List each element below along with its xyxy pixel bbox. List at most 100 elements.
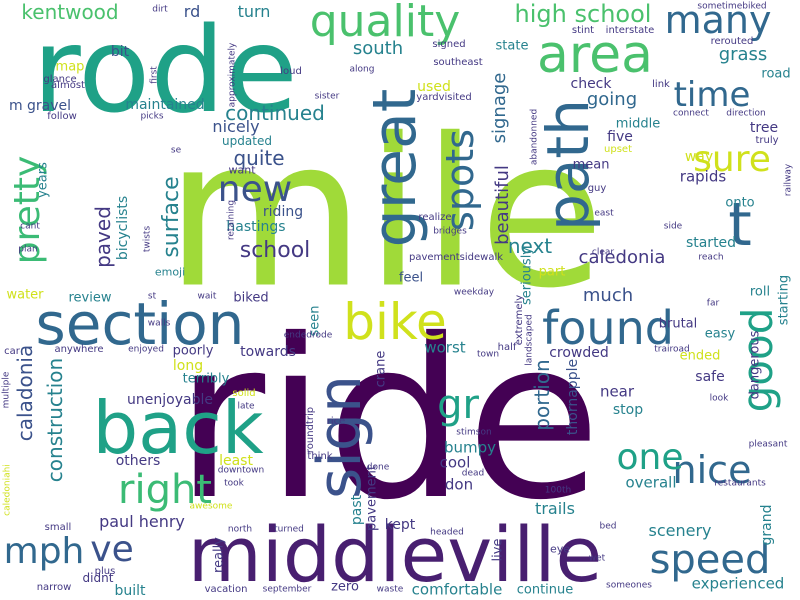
word-sister: sister xyxy=(314,91,340,102)
word-narrow: narrow xyxy=(36,582,72,593)
word-ended: ended xyxy=(679,348,721,364)
word-feel: feel xyxy=(398,270,424,286)
word-eye: eye xyxy=(549,542,571,556)
word-ve: ve xyxy=(90,529,134,570)
word-sure: sure xyxy=(693,139,771,180)
word-bike: bike xyxy=(343,293,447,351)
word-rerouted: rerouted xyxy=(710,36,754,47)
word-state: state xyxy=(495,38,529,54)
word-abandonned: abandonned xyxy=(529,108,540,166)
word-kept: kept xyxy=(384,517,416,533)
word-look: look xyxy=(709,393,729,404)
word-onto: onto xyxy=(725,195,755,211)
word-five: five xyxy=(607,129,633,145)
word-picks: picks xyxy=(140,111,164,122)
word-rice: rice xyxy=(326,416,346,427)
word-overall: overall xyxy=(625,473,677,492)
word-someones: someones xyxy=(606,580,652,591)
word-nice: nice xyxy=(672,448,752,492)
word-approximately: approximately xyxy=(227,42,238,108)
word-built: built xyxy=(114,583,146,599)
word-poorly: poorly xyxy=(172,343,214,359)
word-nicely: nicely xyxy=(212,117,260,136)
word-long: long xyxy=(172,358,204,374)
word-past: past xyxy=(349,494,365,526)
word-direction: direction xyxy=(726,108,766,119)
word-want: want xyxy=(228,163,256,177)
word-plus: plus xyxy=(94,566,116,577)
word-walls: walls xyxy=(147,318,171,329)
word-t: t xyxy=(728,190,752,260)
word-bumpy: bumpy xyxy=(443,438,497,457)
word-railway: railway xyxy=(783,163,794,197)
word-almost: almost xyxy=(51,80,85,91)
word-time: time xyxy=(673,75,751,115)
word-side: side xyxy=(663,221,683,232)
word-updated: updated xyxy=(222,134,272,148)
word-going: going xyxy=(586,89,638,110)
word-don: don xyxy=(444,475,474,494)
word-high-school: high school xyxy=(514,0,652,28)
word-crowded: crowded xyxy=(549,345,609,361)
word-follow: follow xyxy=(47,111,77,122)
word-100th: 100th xyxy=(544,485,572,496)
word-realize: realize xyxy=(418,212,452,223)
word-middle: middle xyxy=(615,116,661,132)
word-roll: roll xyxy=(749,284,771,300)
word-town: town xyxy=(476,349,500,360)
word-mile: mile xyxy=(165,95,605,334)
word-riding: riding xyxy=(262,204,304,220)
word-caledoniahi: caledoniahi xyxy=(2,464,13,516)
word-caledonia: caledonia xyxy=(578,247,666,268)
word-late: late xyxy=(237,401,255,412)
word-mean: mean xyxy=(572,157,610,173)
word-half: half xyxy=(497,342,517,353)
word-ride: ride xyxy=(174,292,602,548)
word-next: next xyxy=(507,234,553,258)
word-done: done xyxy=(366,462,390,473)
word-quite: quite xyxy=(233,146,285,170)
word-extremely: extremely xyxy=(514,294,525,346)
word-bicyclists: bicyclists xyxy=(115,195,131,261)
word-roundtrip: roundtrip xyxy=(305,406,316,454)
word-vacation: vacation xyxy=(204,584,248,595)
word-speed: speed xyxy=(649,537,771,583)
word-map: map xyxy=(55,59,85,75)
word-trails: trails xyxy=(535,499,575,518)
word-downtown: downtown xyxy=(217,465,265,476)
word-weekday: weekday xyxy=(453,287,495,298)
word-bit: bit xyxy=(110,44,130,60)
word-north: north xyxy=(227,524,253,535)
word-along: along xyxy=(349,64,375,75)
word-others: others xyxy=(115,453,161,469)
word-grass: grass xyxy=(718,44,768,65)
word-dangerous: dangerous xyxy=(747,330,763,400)
word-upset: upset xyxy=(604,144,632,155)
word-september: september xyxy=(262,584,312,595)
word-review: review xyxy=(68,290,112,306)
word-tree: tree xyxy=(749,120,779,136)
word-anywhere: anywhere xyxy=(54,344,104,355)
word-dirt: dirt xyxy=(152,4,168,15)
word-yardvisited: yardvisited xyxy=(416,92,472,103)
word-reach: reach xyxy=(698,252,724,263)
word-beautiful: beautiful xyxy=(492,165,513,245)
word-really: really xyxy=(211,537,227,573)
word-worst: worst xyxy=(424,338,466,357)
word-guy: guy xyxy=(587,183,607,194)
word-turned: turned xyxy=(274,524,304,535)
word-awesome: awesome xyxy=(189,501,233,512)
word-first: first xyxy=(149,66,160,84)
word-maintained: maintained xyxy=(125,97,205,113)
word-mph: mph xyxy=(3,531,85,572)
word-emoji: emoji xyxy=(154,265,186,279)
word-wait: wait xyxy=(197,291,217,302)
word-found: found xyxy=(542,301,674,355)
word-pavement: pavement xyxy=(364,465,380,531)
word-least: least xyxy=(219,453,253,469)
word-water: water xyxy=(6,287,44,303)
word-rode: rode xyxy=(32,1,298,139)
word-stint: stint xyxy=(571,25,595,36)
word-waste: waste xyxy=(376,584,404,595)
word-retaining: retaining xyxy=(226,199,237,241)
